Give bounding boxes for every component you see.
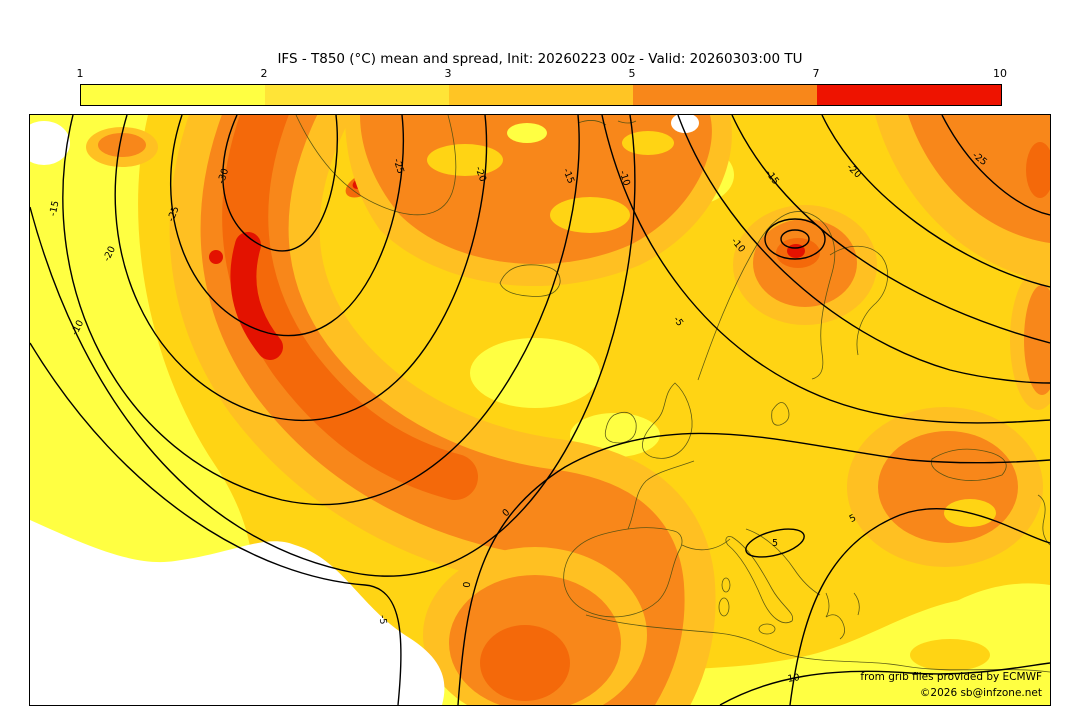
coastline: [697, 211, 836, 381]
contour-line: [745, 528, 805, 558]
colorbar-tick-label: 5: [628, 67, 636, 80]
contour-line: [789, 508, 1050, 705]
spread-fill-region: [671, 115, 699, 133]
contour-line: [764, 218, 826, 260]
spread-fill-region: [30, 520, 445, 705]
contour-line: [457, 432, 1050, 705]
colorbar-tick-label: 7: [812, 67, 820, 80]
contour-line: [601, 115, 1050, 424]
contour-line: [30, 115, 636, 577]
spread-fill-region: [908, 115, 1050, 243]
contour-label: -25: [391, 157, 406, 175]
contour-line: [941, 115, 1050, 216]
spread-colorbar: [80, 84, 1002, 106]
coastline: [499, 264, 561, 297]
spread-fill-region: [1026, 142, 1050, 198]
attribution-copyright: ©2026 sb@infzone.net: [919, 687, 1042, 699]
colorbar-segment: [633, 85, 817, 105]
contour-label: -10: [617, 169, 632, 187]
contour-line: [62, 115, 580, 506]
coastline: [930, 448, 1007, 481]
coastline: [758, 623, 776, 635]
coastline: [725, 536, 794, 624]
contour-label: -20: [473, 165, 489, 183]
coastline: [1037, 494, 1050, 546]
coastline: [295, 115, 457, 216]
colorbar-tick-label: 1: [76, 67, 84, 80]
spread-band-deep-orange: [222, 115, 478, 500]
coastline: [825, 592, 860, 640]
coastline: [604, 411, 637, 444]
contour-layer: [30, 115, 1050, 705]
coastline: [585, 614, 1050, 673]
spread-band-red: [230, 232, 283, 360]
spread-fill-region: [30, 121, 70, 165]
spread-fill-region: [878, 431, 1018, 543]
colorbar-segment: [449, 85, 633, 105]
contour-label: -15: [560, 167, 576, 186]
contour-label: -25: [166, 205, 182, 224]
spread-fill-region: [98, 133, 146, 157]
spread-fill-region: [622, 131, 674, 155]
spread-fill-region: [209, 250, 223, 264]
contour-line: [114, 115, 488, 421]
colorbar-segment: [817, 85, 1001, 105]
contour-label: -30: [216, 167, 231, 185]
contour-line: [30, 342, 402, 705]
contour-label: -15: [48, 200, 62, 217]
contour-label: -5: [377, 615, 389, 625]
spread-fill-region: [910, 639, 990, 671]
contour-label: 0: [462, 581, 474, 588]
coastline: [829, 245, 889, 356]
coastline: [745, 528, 821, 596]
coastline: [642, 382, 693, 459]
contour-line: [170, 115, 404, 337]
contour-label: 0: [500, 507, 512, 519]
spread-fill-region: [507, 123, 547, 143]
contour-line: [821, 115, 1050, 288]
coastline-layer: [295, 115, 1050, 673]
colorbar-tick-label: 2: [260, 67, 268, 80]
colorbar-tick-label: 3: [444, 67, 452, 80]
attribution-source: from grib files provided by ECMWF: [860, 671, 1042, 683]
chart-title: IFS - T850 (°C) mean and spread, Init: 2…: [277, 51, 803, 67]
coastline: [563, 527, 683, 618]
spread-fill-layer: [30, 115, 1050, 705]
coastline: [721, 577, 731, 593]
spread-fill-region: [470, 338, 600, 408]
contour-line: [731, 115, 1050, 344]
coastline: [718, 597, 730, 617]
coastline: [627, 460, 695, 530]
contour-label: 5: [772, 538, 778, 549]
contour-line: [222, 115, 338, 252]
colorbar-tick-label: 10: [993, 67, 1007, 80]
colorbar-segment: [81, 85, 265, 105]
map-frame: -30 -25 -25 -20 -20 -15 -15 -10 -10 -5 0…: [29, 114, 1051, 706]
spread-fill-region: [480, 625, 570, 701]
contour-line: [780, 229, 810, 249]
weather-map: -30 -25 -25 -20 -20 -15 -15 -10 -10 -5 0…: [30, 115, 1050, 705]
contour-label: 10: [787, 672, 801, 685]
spread-fill-region: [550, 197, 630, 233]
coastline: [771, 402, 790, 426]
contour-line: [677, 115, 1050, 384]
spread-fill-region: [427, 144, 503, 176]
contour-label: 5: [848, 513, 859, 526]
colorbar-segment: [265, 85, 449, 105]
contour-line: [719, 662, 1050, 705]
